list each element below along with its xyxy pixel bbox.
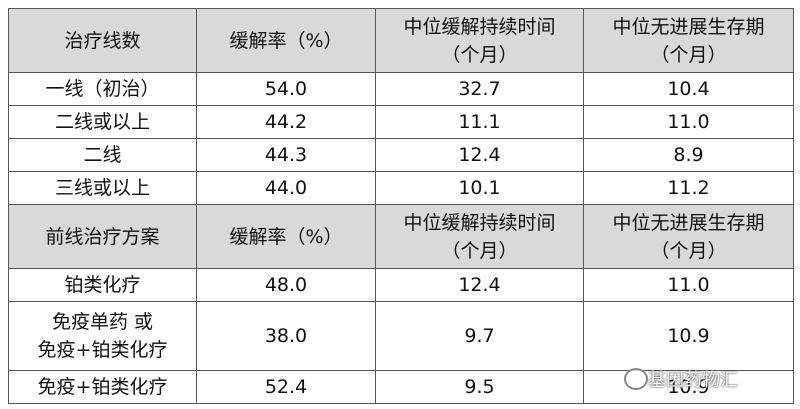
header-cell: 缓解率（%） <box>196 204 376 269</box>
table-cell: 11.0 <box>583 268 794 302</box>
table-cell: 54.0 <box>196 72 376 106</box>
table-cell: 11.2 <box>583 171 794 205</box>
table-cell: 10.9 <box>583 301 794 371</box>
table-cell: 免疫单药 或 免疫+铂类化疗 <box>8 301 197 371</box>
table-cell: 9.7 <box>375 301 584 371</box>
table-row: 一线（初治） 54.0 32.7 10.4 <box>8 72 794 106</box>
table-cell: 一线（初治） <box>8 72 197 106</box>
table-cell: 二线 <box>8 138 197 172</box>
table-cell: 9.5 <box>375 370 584 404</box>
header-cell: 中位缓解持续时间 （个月） <box>375 8 584 73</box>
table-cell: 52.4 <box>196 370 376 404</box>
table-cell: 铂类化疗 <box>8 268 197 302</box>
table-row: 三线或以上 44.0 10.1 11.2 <box>8 171 794 205</box>
watermark-icon <box>624 368 648 390</box>
table-cell: 38.0 <box>196 301 376 371</box>
table-cell: 12.4 <box>375 138 584 172</box>
table-cell: 44.3 <box>196 138 376 172</box>
table-cell: 8.9 <box>583 138 794 172</box>
table-cell: 48.0 <box>196 268 376 302</box>
table-cell: 10.9 <box>583 370 794 404</box>
header-cell: 中位无进展生存期 （个月） <box>583 8 794 73</box>
table-row: 免疫+铂类化疗 52.4 9.5 10.9 <box>8 370 794 404</box>
table-cell: 11.1 <box>375 105 584 139</box>
header-cell: 治疗线数 <box>8 8 197 73</box>
header-row: 治疗线数 缓解率（%） 中位缓解持续时间 （个月） 中位无进展生存期 （个月） <box>8 8 794 73</box>
table-cell: 12.4 <box>375 268 584 302</box>
header-row: 前线治疗方案 缓解率（%） 中位缓解持续时间 （个月） 中位无进展生存期 （个月） <box>8 204 794 269</box>
table-row: 免疫单药 或 免疫+铂类化疗 38.0 9.7 10.9 <box>8 301 794 371</box>
table-cell: 10.4 <box>583 72 794 106</box>
data-table: 治疗线数 缓解率（%） 中位缓解持续时间 （个月） 中位无进展生存期 （个月） 一线（初… <box>8 8 794 404</box>
table-cell: 44.2 <box>196 105 376 139</box>
table-cell: 三线或以上 <box>8 171 197 205</box>
table-cell: 10.1 <box>375 171 584 205</box>
table-row: 二线 44.3 12.4 8.9 <box>8 138 794 172</box>
header-cell: 中位无进展生存期 （个月） <box>583 204 794 269</box>
header-cell: 缓解率（%） <box>196 8 376 73</box>
header-cell: 前线治疗方案 <box>8 204 197 269</box>
table-row: 二线或以上 44.2 11.1 11.0 <box>8 105 794 139</box>
table-cell: 二线或以上 <box>8 105 197 139</box>
table-cell: 免疫+铂类化疗 <box>8 370 197 404</box>
header-cell: 中位缓解持续时间 （个月） <box>375 204 584 269</box>
table-row: 铂类化疗 48.0 12.4 11.0 <box>8 268 794 302</box>
watermark: 基因药物汇 <box>648 370 738 391</box>
table-body: 治疗线数 缓解率（%） 中位缓解持续时间 （个月） 中位无进展生存期 （个月） 一线（初… <box>8 8 794 404</box>
table-cell: 44.0 <box>196 171 376 205</box>
table-cell: 11.0 <box>583 105 794 139</box>
table-cell: 32.7 <box>375 72 584 106</box>
